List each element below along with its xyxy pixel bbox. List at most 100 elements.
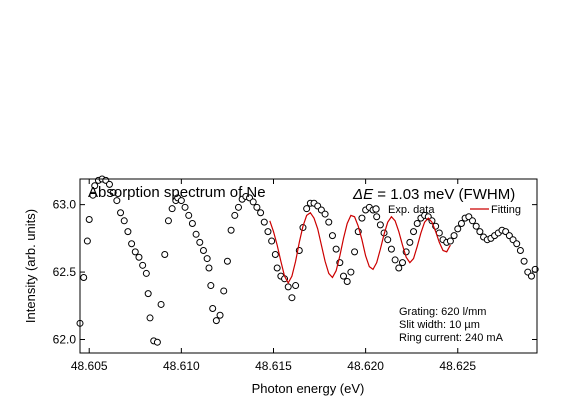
legend: Exp. data Fitting — [372, 204, 521, 216]
plot-frame — [79, 178, 538, 354]
data-point — [292, 282, 300, 290]
data-point — [513, 240, 521, 248]
data-point — [128, 240, 136, 248]
x-axis-label: Photon energy (eV) — [252, 381, 365, 396]
data-point — [203, 255, 211, 263]
data-point — [80, 273, 88, 281]
data-point — [207, 282, 215, 290]
data-point — [105, 180, 113, 188]
data-point — [120, 217, 128, 225]
data-point — [398, 259, 406, 267]
data-point — [157, 300, 165, 308]
data-point — [446, 237, 454, 245]
data-point — [216, 311, 224, 319]
data-point — [231, 211, 239, 219]
data-point — [139, 261, 147, 269]
data-point — [209, 304, 217, 312]
data-point — [347, 268, 355, 276]
x-tick-label: 48.605 — [71, 359, 108, 373]
ring-current-text: Ring current: 240 mA — [399, 332, 504, 344]
data-point — [268, 237, 276, 245]
data-point — [454, 225, 462, 233]
data-point — [325, 218, 333, 226]
resolution-label: ΔE = 1.03 meV (FWHM) — [352, 186, 515, 203]
data-point — [185, 211, 193, 219]
data-point — [153, 338, 161, 346]
experiment-conditions: Grating: 620 l/mm Slit width: 10 µm Ring… — [399, 306, 504, 344]
spectrum-title: Absorption spectrum of Ne — [88, 184, 266, 201]
data-point — [260, 218, 268, 226]
data-point — [516, 246, 524, 254]
y-axis-label: Intensity (arb. units) — [23, 209, 38, 323]
resolution-value: = 1.03 meV (FWHM) — [373, 186, 515, 203]
data-point — [332, 245, 340, 253]
data-point — [472, 222, 480, 230]
data-point — [168, 205, 176, 213]
data-point — [227, 226, 235, 234]
data-point — [192, 230, 200, 238]
data-point — [328, 232, 336, 240]
data-point — [205, 264, 213, 272]
data-point — [476, 228, 484, 236]
data-point — [387, 245, 395, 253]
y-tick-label: 62.0 — [53, 333, 77, 347]
y-tick-label: 62.5 — [53, 265, 77, 279]
data-point — [249, 198, 257, 206]
data-point — [351, 248, 359, 256]
data-point — [527, 272, 535, 280]
data-point — [264, 228, 272, 236]
data-point — [395, 264, 403, 272]
data-point — [358, 214, 366, 222]
legend-label-exp-data: Exp. data — [388, 204, 435, 216]
data-point — [188, 220, 196, 228]
data-point — [146, 314, 154, 322]
data-point — [234, 203, 242, 211]
y-tick-label: 63.0 — [53, 198, 77, 212]
data-point — [410, 228, 418, 236]
data-point — [109, 188, 117, 196]
x-tick-label: 48.625 — [439, 359, 476, 373]
data-point — [391, 256, 399, 264]
data-point — [212, 317, 220, 325]
data-point — [196, 238, 204, 246]
data-point — [340, 272, 348, 280]
data-point — [257, 209, 265, 217]
grating-text: Grating: 620 l/mm — [399, 306, 486, 318]
data-point — [89, 191, 97, 199]
data-point — [220, 287, 228, 295]
x-tick-label: 48.615 — [255, 359, 292, 373]
data-point — [199, 246, 207, 254]
legend-label-fitting: Fitting — [491, 204, 521, 216]
data-point — [406, 238, 414, 246]
data-point — [144, 290, 152, 298]
legend-marker-exp-data — [372, 205, 380, 213]
data-point — [135, 253, 143, 261]
data-point — [376, 221, 384, 229]
data-point — [142, 269, 150, 277]
data-point — [117, 209, 125, 217]
data-point — [113, 197, 121, 205]
data-point — [288, 294, 296, 302]
data-point — [253, 203, 261, 211]
data-point — [520, 257, 528, 265]
data-point — [85, 215, 93, 223]
resolution-delta-symbol: Δ — [352, 186, 363, 203]
data-point — [223, 257, 231, 265]
data-point — [177, 197, 185, 205]
data-point — [373, 213, 381, 221]
data-point — [284, 283, 292, 291]
data-point — [181, 203, 189, 211]
x-tick-label: 48.620 — [347, 359, 384, 373]
data-point — [303, 205, 311, 213]
data-point — [450, 232, 458, 240]
data-point — [384, 236, 392, 244]
data-point — [457, 220, 465, 228]
data-point — [83, 237, 91, 245]
x-tick-label: 48.610 — [163, 359, 200, 373]
data-point — [271, 251, 279, 259]
data-point — [413, 220, 421, 228]
data-point — [321, 210, 329, 218]
data-point — [164, 217, 172, 225]
